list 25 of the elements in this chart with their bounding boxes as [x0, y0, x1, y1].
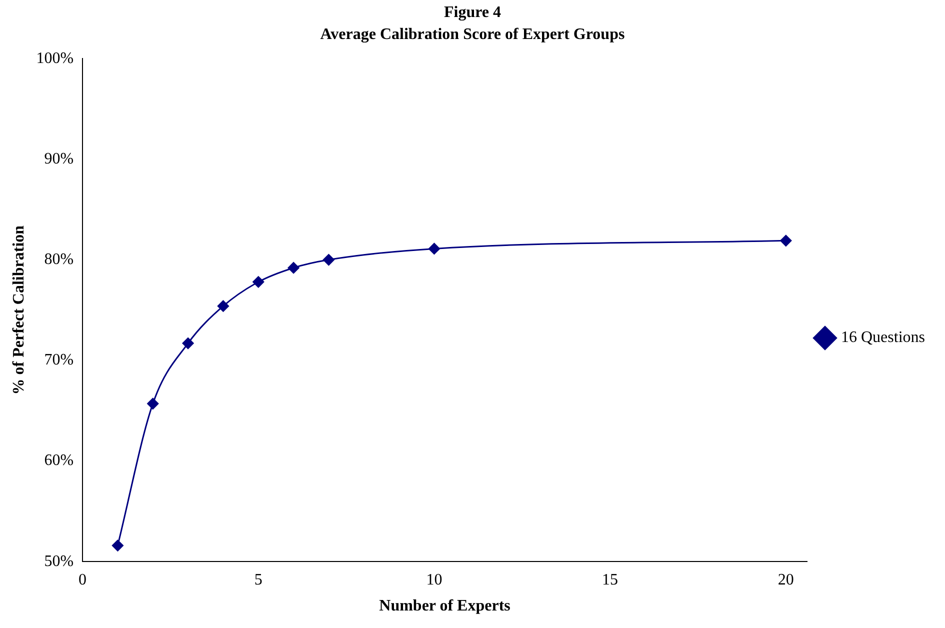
point	[428, 242, 440, 254]
legend-label: 16 Questions	[841, 329, 925, 346]
y-tick-label: 90%	[44, 150, 74, 168]
x-tick-label: 15	[602, 571, 618, 588]
point	[182, 338, 194, 350]
point	[780, 234, 792, 246]
x-tick-label: 10	[426, 571, 442, 588]
y-tick-label: 80%	[44, 251, 74, 268]
y-tick-label: 50%	[44, 552, 74, 570]
x-tick-label: 20	[778, 571, 794, 588]
y-tick-label: 60%	[44, 452, 74, 470]
point	[147, 398, 159, 410]
point	[288, 262, 300, 274]
chart-title: Figure 4	[442, 3, 502, 23]
chart-subtitle: Average Calibration Score of Expert Groups	[319, 25, 626, 45]
point	[217, 300, 229, 312]
point	[252, 276, 264, 288]
point	[322, 254, 334, 266]
y-tick-label: 100%	[36, 50, 74, 67]
y-tick-label: 70%	[44, 352, 74, 369]
y-axis-title: % of Perfect Calibration	[10, 225, 28, 395]
x-tick-label: 5	[254, 571, 262, 588]
x-tick-label: 0	[78, 571, 87, 588]
point	[112, 540, 124, 552]
x-axis-title: Number of Experts	[379, 598, 510, 615]
